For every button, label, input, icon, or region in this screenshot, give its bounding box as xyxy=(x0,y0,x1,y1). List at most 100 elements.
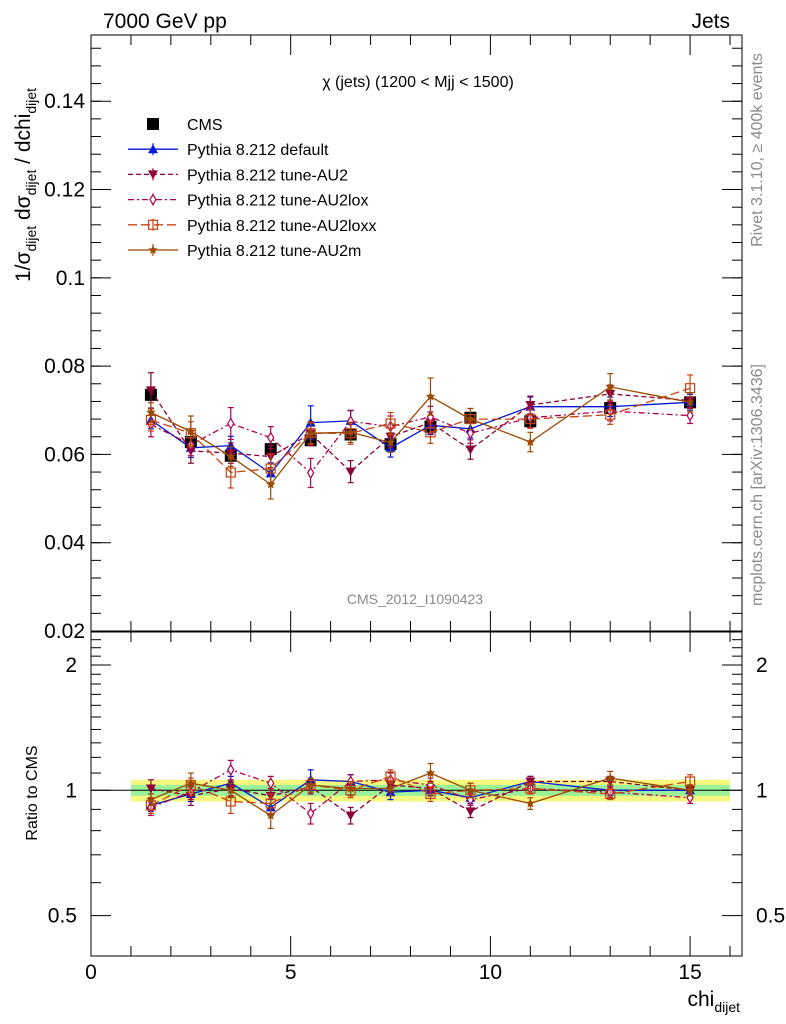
data-point xyxy=(345,811,356,821)
main-y-axis-title: 1/σdijet dσdijet / dchidijet xyxy=(12,88,39,282)
data-point xyxy=(465,414,476,424)
rivet-version-label: Rivet 3.1.10, ≥ 400k events xyxy=(749,53,766,247)
series-line xyxy=(150,386,691,486)
data-point xyxy=(425,427,436,438)
series-line xyxy=(150,387,691,474)
legend-label: Pythia 8.212 tune-AU2 xyxy=(187,167,348,184)
data-point xyxy=(465,445,476,455)
data-point xyxy=(148,170,158,180)
ratio-y-axis-title: Ratio to CMS xyxy=(24,745,41,840)
legend-label: Pythia 8.212 default xyxy=(187,142,329,159)
data-point xyxy=(186,426,196,436)
data-point xyxy=(146,407,156,417)
data-point xyxy=(345,467,356,477)
y-tick-label: 0.02 xyxy=(44,620,85,643)
series-line xyxy=(150,775,691,806)
ratio-y-tick-label-right: 0.5 xyxy=(756,905,785,928)
y-tick-label: 0.12 xyxy=(44,179,85,202)
y-tick-label: 0.04 xyxy=(44,532,85,555)
legend-label: Pythia 8.212 tune-AU2m xyxy=(187,243,361,260)
x-tick-label: 0 xyxy=(85,961,97,984)
data-point xyxy=(686,409,694,422)
data-point xyxy=(149,193,157,206)
plot-title: χ (jets) (1200 < Mjj < 1500) xyxy=(322,74,514,91)
series-line xyxy=(150,779,691,809)
legend-entry: Pythia 8.212 tune-AU2loxx xyxy=(128,218,376,235)
series-line xyxy=(150,769,691,815)
mcplots-credit-label: mcplots.cern.ch [arXiv:1306.3436] xyxy=(749,364,766,606)
data-point xyxy=(685,397,695,407)
legend-label: CMS xyxy=(187,117,223,134)
main-plot-panel: 0.02 0.04 0.06 0.08 0.1 0.12 0.14 χ (jets) (12… xyxy=(12,34,743,643)
data-point xyxy=(305,428,316,438)
data-point xyxy=(306,807,315,820)
data-point xyxy=(685,785,695,795)
data-point xyxy=(227,763,235,776)
data-point xyxy=(425,391,436,401)
data-point xyxy=(266,810,276,820)
data-point xyxy=(385,783,396,793)
data-point xyxy=(525,413,536,425)
data-point xyxy=(226,451,236,461)
data-point xyxy=(425,788,436,800)
data-point xyxy=(345,427,356,437)
data-point xyxy=(148,144,158,154)
main-plot-frame xyxy=(90,34,743,632)
data-point xyxy=(145,386,156,396)
data-point xyxy=(525,777,536,787)
legend-entry: Pythia 8.212 tune-AU2 xyxy=(128,167,348,184)
data-point xyxy=(605,788,616,800)
legend-label: Pythia 8.212 tune-AU2loxx xyxy=(187,218,376,235)
data-point xyxy=(605,409,616,420)
data-point xyxy=(225,467,236,478)
legend-label: Pythia 8.212 tune-AU2lox xyxy=(187,193,368,210)
legend: CMS Pythia 8.212 default Pythia 8.212 tune… xyxy=(128,117,376,260)
ratio-y-tick-label-right: 1 xyxy=(756,779,768,802)
ratio-x-axis: 0 5 10 15 xyxy=(85,632,731,984)
data-point xyxy=(145,784,156,794)
energy-label: 7000 GeV pp xyxy=(103,10,227,33)
data-point xyxy=(465,807,476,817)
data-point xyxy=(465,785,476,795)
data-point xyxy=(385,418,396,429)
ratio-y-tick-label-right: 2 xyxy=(756,654,768,677)
y-tick-label: 0.14 xyxy=(44,90,85,113)
analysis-id-label: CMS_2012_I1090423 xyxy=(347,591,483,607)
data-point xyxy=(146,794,156,804)
ratio-y-tick-label: 2 xyxy=(65,654,77,677)
data-point xyxy=(186,778,196,788)
main-y-axis: 0.02 0.04 0.06 0.08 0.1 0.12 0.14 xyxy=(44,47,742,643)
legend-entry: Pythia 8.212 tune-AU2m xyxy=(128,243,361,260)
legend-entry: Pythia 8.212 default xyxy=(128,142,329,159)
data-point xyxy=(147,219,159,230)
series-5 xyxy=(146,762,695,830)
data-point xyxy=(605,381,615,391)
x-tick-label: 15 xyxy=(678,961,701,984)
data-point xyxy=(425,768,436,778)
series-line xyxy=(150,772,691,817)
data-point xyxy=(525,798,536,808)
data-point xyxy=(466,427,475,440)
ratio-plot-panel: 0.5 0.5 1 1 2 2 0 5 10 15 Ratio to CMS chidijet xyxy=(24,631,785,1015)
series-line xyxy=(150,401,691,475)
y-tick-label: 0.08 xyxy=(44,355,85,378)
ratio-y-tick-label: 0.5 xyxy=(48,905,77,928)
series-line xyxy=(150,410,691,474)
legend-entry: CMS xyxy=(147,117,223,134)
process-label: Jets xyxy=(691,10,730,33)
main-x-ticks xyxy=(90,35,731,631)
x-axis-title: chidijet xyxy=(687,988,740,1015)
data-point xyxy=(267,431,275,444)
x-tick-label: 5 xyxy=(285,961,297,984)
data-point xyxy=(267,777,275,790)
x-tick-label: 10 xyxy=(479,961,502,984)
legend-entry: Pythia 8.212 tune-AU2lox xyxy=(128,193,368,210)
ratio-series-group xyxy=(145,759,696,830)
ratio-y-tick-label: 1 xyxy=(65,779,77,802)
data-point xyxy=(227,417,235,430)
data-point xyxy=(306,466,315,480)
data-point xyxy=(605,773,615,783)
data-point xyxy=(266,479,276,489)
data-point xyxy=(226,785,236,795)
